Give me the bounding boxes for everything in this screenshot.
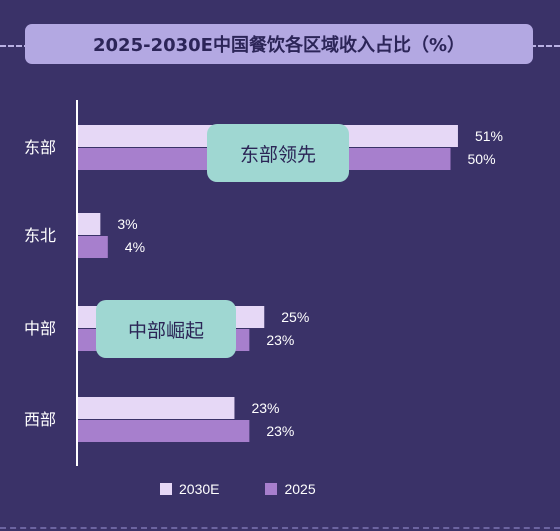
category-label: 西部 [24,410,56,429]
data-label: 51% [475,128,503,144]
bar-2025-西部 [78,420,250,442]
bar-2025-东北 [78,236,108,258]
data-label: 50% [468,151,496,167]
legend-swatch-2025 [265,483,278,495]
legend-label-2025: 2025 [284,481,316,497]
callout-central: 中部崛起 [96,300,236,358]
legend: 2030E 2025 [160,481,354,497]
bottom-dash [0,527,560,529]
data-label: 3% [117,216,137,232]
bar-2030E-东北 [78,213,101,235]
legend-swatch-2030E [160,483,172,495]
category-label: 东北 [24,226,56,245]
data-label: 23% [251,400,279,416]
data-label: 23% [266,423,294,439]
data-label: 4% [125,239,145,255]
callout-east: 东部领先 [207,124,349,182]
category-label: 中部 [24,319,56,338]
chart-title: 2025-2030E中国餐饮各区域收入占比（%） [25,24,533,64]
legend-item-2030E: 2030E [160,481,219,497]
category-label: 东部 [24,138,56,157]
title-dash-left [0,45,30,47]
title-dash-right [530,45,560,47]
data-label: 23% [266,332,294,348]
data-label: 25% [281,309,309,325]
legend-item-2025: 2025 [265,481,316,497]
bar-2030E-西部 [78,397,235,419]
legend-label-2030E: 2030E [179,481,220,497]
